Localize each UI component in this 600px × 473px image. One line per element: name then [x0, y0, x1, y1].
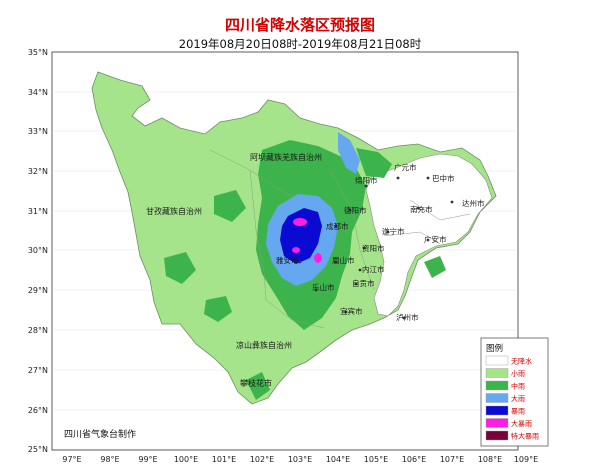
legend-swatch: [485, 355, 509, 366]
legend-label: 中雨: [511, 382, 525, 391]
lat-tick: 32°N: [28, 167, 48, 176]
lon-tick: 104°E: [326, 455, 350, 464]
label-meishan: 眉山市: [332, 255, 355, 265]
legend-swatch: [485, 380, 509, 391]
label-guangan: 广安市: [424, 234, 447, 244]
label-suining: 遂宁市: [382, 226, 405, 236]
legend-swatch: [485, 368, 509, 378]
label-ziyang: 资阳市: [362, 243, 385, 253]
label-ganzi: 甘孜藏族自治州: [146, 206, 202, 216]
heavy-rainstorm-areas: [292, 218, 322, 263]
lat-tick: 33°N: [28, 127, 48, 136]
legend-box: [480, 337, 549, 447]
forecast-period: 2019年08月20日08时-2019年08月21日08时: [178, 37, 422, 51]
rainstorm-area: [280, 208, 322, 264]
lat-tick: 27°N: [28, 366, 48, 375]
lon-tick: 98°E: [100, 455, 119, 464]
label-dazhou: 达州市: [462, 198, 485, 208]
east-no-rain: [365, 153, 493, 317]
lat-tick: 26°N: [28, 406, 48, 415]
label-zigong: 自贡市: [352, 278, 375, 288]
heavy-rain-area-north: [338, 132, 360, 174]
lon-tick: 103°E: [288, 455, 312, 464]
lat-tick: 35°N: [28, 48, 48, 57]
legend-swatch: [485, 430, 509, 441]
legend-label: 特大暴雨: [511, 432, 539, 441]
label-deyang: 德阳市: [344, 205, 367, 215]
legend-label: 小雨: [511, 369, 525, 378]
lon-tick: 102°E: [250, 455, 274, 464]
legend-label: 无降水: [511, 357, 532, 366]
lon-tick: 108°E: [478, 455, 502, 464]
issuer-credit: 四川省气象台制作: [64, 428, 136, 440]
label-nanchong: 南充市: [410, 204, 433, 214]
prefecture-boundaries: [209, 149, 471, 329]
lon-tick: 101°E: [212, 455, 236, 464]
label-luzhou: 泸州市: [396, 312, 419, 322]
lon-tick: 109°E: [514, 455, 538, 464]
lat-tick: 31°N: [28, 207, 48, 216]
label-liangshan: 凉山彝族自治州: [236, 340, 292, 350]
legend-label: 大雨: [511, 394, 525, 403]
map-title: 四川省降水落区预报图: [224, 16, 375, 34]
legend-label: 大暴雨: [511, 419, 532, 428]
lon-tick: 99°E: [138, 455, 157, 464]
legend-label: 暴雨: [511, 408, 525, 416]
legend-swatch: [485, 393, 509, 403]
lon-tick: 105°E: [364, 455, 388, 464]
lat-tick: 28°N: [28, 326, 48, 335]
lat-tick: 34°N: [28, 88, 48, 97]
label-bazhong: 巴中市: [432, 173, 455, 183]
city-markers: [298, 176, 454, 320]
label-neijiang: 内江市: [362, 264, 385, 274]
label-aba: 阿坝藏族羌族自治州: [250, 152, 322, 162]
lat-tick: 25°N: [28, 445, 48, 454]
lat-tick: 29°N: [28, 286, 48, 295]
legend-swatch: [485, 405, 509, 416]
label-yibin: 宜宾市: [340, 306, 363, 316]
lat-tick: 30°N: [28, 246, 48, 255]
label-chengdu: 成都市: [326, 221, 349, 231]
lon-tick: 97°E: [62, 455, 81, 464]
label-yaan: 雅安市: [276, 255, 299, 265]
latitude-axis: 35°N 34°N 33°N 32°N 31°N 30°N 29°N 28°N …: [28, 48, 48, 454]
label-guangyuan: 广元市: [394, 162, 417, 172]
legend-swatch: [485, 418, 509, 428]
legend-title: 图例: [486, 343, 503, 354]
lon-tick: 106°E: [402, 455, 426, 464]
lon-tick: 107°E: [440, 455, 464, 464]
lon-tick: 100°E: [174, 455, 198, 464]
longitude-axis: 97°E 98°E 99°E 100°E 101°E 102°E 103°E 1…: [62, 455, 538, 464]
label-mianyang: 绵阳市: [355, 175, 378, 185]
label-panzhihua: 攀枝花市: [240, 378, 272, 388]
label-leshan: 乐山市: [312, 282, 335, 292]
